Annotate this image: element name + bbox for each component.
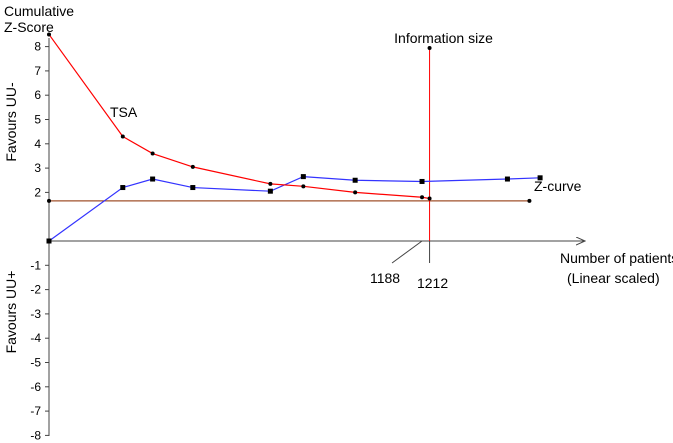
z-curve-point — [190, 185, 196, 191]
z-curve-point — [120, 185, 126, 191]
z-curve-line — [48, 175, 541, 242]
x-axis-label-line1: Number of patients — [560, 250, 673, 266]
y-tick-label: 3 — [34, 161, 41, 175]
patients-reached-label: 1188 — [370, 270, 400, 286]
y-tick-label: -2 — [30, 283, 41, 297]
y-tick-label: -1 — [30, 258, 41, 272]
tsa-line — [48, 34, 430, 200]
z-curve-point — [352, 177, 358, 183]
tsa-point — [268, 181, 273, 186]
tsa-point — [301, 184, 306, 189]
tsa-point — [420, 195, 425, 200]
z-curve-point — [419, 178, 425, 184]
y-tick-label: 2 — [34, 185, 41, 199]
z-curve-point — [150, 176, 156, 182]
y-tick-label: -3 — [30, 307, 41, 321]
y-tick-label: -8 — [30, 428, 41, 442]
y-tick-label: -5 — [30, 356, 41, 370]
y-axis-title-line2: Z-Score — [4, 19, 54, 35]
z-curve-label: Z-curve — [534, 178, 582, 194]
favours-top-label: Favours UU- — [3, 82, 19, 162]
y-tick-label: 8 — [34, 40, 41, 54]
z-curve-point — [537, 175, 543, 181]
y-tick-label: 7 — [34, 64, 41, 78]
conventional-boundary-start-marker — [47, 198, 51, 203]
y-tick-label: 4 — [34, 137, 41, 151]
y-axis-title-line1: Cumulative — [4, 3, 74, 19]
tsa-point — [353, 190, 358, 195]
y-tick-label: -4 — [30, 331, 41, 345]
conventional-boundary-end-marker — [527, 198, 532, 203]
z-curve-point — [46, 238, 52, 244]
tsa-point — [47, 32, 51, 37]
tsa-point — [120, 134, 125, 139]
y-tick-group: 8 7 6 5 4 3 2 -1 -2 -3 -4 -5 -6 -7 -8 — [30, 40, 49, 442]
information-size-label: Information size — [394, 30, 493, 46]
tsa-label: TSA — [110, 104, 138, 120]
y-tick-label: -6 — [30, 380, 41, 394]
z-curve-point — [267, 188, 273, 194]
z-curve-point — [504, 176, 510, 182]
tsa-point — [150, 151, 155, 156]
y-tick-label: 5 — [34, 113, 41, 127]
series-group — [46, 32, 543, 244]
y-tick-label: -7 — [30, 404, 41, 418]
information-size-value-label: 1212 — [417, 275, 448, 291]
tsa-point — [190, 164, 195, 169]
favours-bottom-label: Favours UU+ — [3, 271, 19, 354]
z-curve-point — [300, 174, 306, 180]
y-tick-label: 6 — [34, 88, 41, 102]
x-axis-label-line2: (Linear scaled) — [567, 270, 660, 286]
tsa-point — [427, 196, 432, 201]
information-size-top-marker — [427, 46, 432, 50]
patients-reached-tick — [391, 240, 423, 264]
